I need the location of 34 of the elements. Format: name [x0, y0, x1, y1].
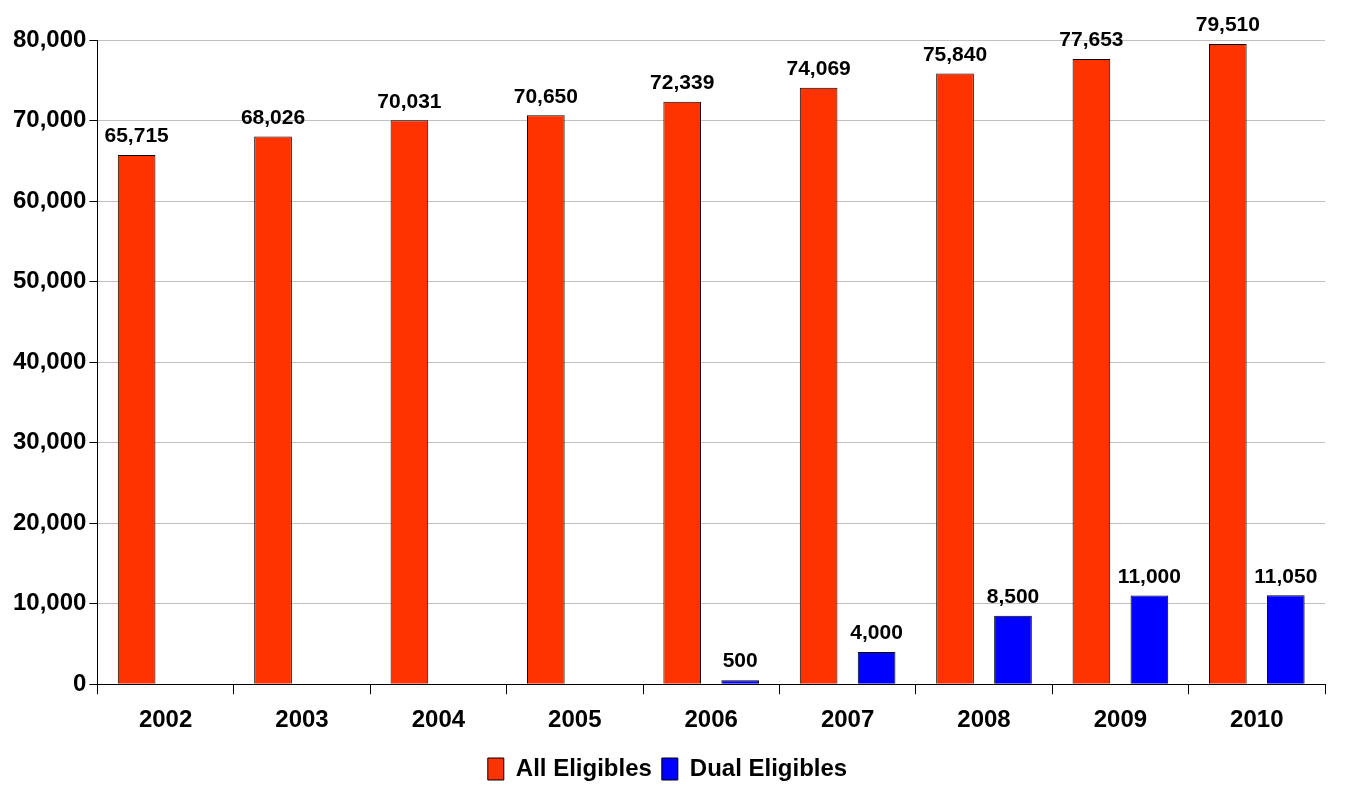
data-label: 72,339	[650, 69, 715, 93]
y-tick-label: 40,000	[13, 346, 87, 374]
y-tick-label: 60,000	[13, 185, 87, 213]
x-tick-label: 2003	[275, 705, 329, 733]
y-tick-label: 20,000	[13, 507, 87, 535]
data-label: 500	[722, 648, 758, 672]
data-label: 8,500	[986, 584, 1040, 608]
data-label: 68,026	[240, 104, 306, 128]
legend-label: All Eligibles	[515, 753, 652, 781]
data-label: 4,000	[850, 620, 903, 644]
data-label: 65,715	[104, 123, 170, 147]
y-tick-label: 50,000	[13, 266, 87, 294]
y-tick-label: 70,000	[13, 105, 87, 133]
data-label: 75,840	[922, 41, 988, 65]
x-tick-label: 2009	[1093, 705, 1148, 733]
data-label: 70,650	[513, 83, 578, 107]
legend-label: Dual Eligibles	[689, 753, 848, 781]
y-tick-label: 80,000	[13, 24, 87, 52]
x-tick-label: 2005	[548, 705, 602, 733]
data-label: 11,000	[1117, 563, 1181, 587]
x-tick-label: 2002	[138, 705, 193, 733]
data-label: 11,050	[1254, 563, 1318, 587]
data-label: 70,031	[377, 88, 442, 112]
data-label: 79,510	[1195, 12, 1260, 36]
y-tick-label: 0	[73, 668, 87, 696]
y-tick-label: 10,000	[13, 588, 87, 616]
data-label: 74,069	[786, 56, 851, 80]
x-tick-label: 2008	[957, 705, 1011, 733]
y-tick-label: 30,000	[13, 427, 87, 455]
data-label: 77,653	[1059, 27, 1124, 51]
x-tick-label: 2007	[820, 705, 875, 733]
x-tick-label: 2010	[1230, 705, 1284, 733]
x-tick-label: 2004	[411, 705, 466, 733]
x-tick-label: 2006	[684, 705, 738, 733]
